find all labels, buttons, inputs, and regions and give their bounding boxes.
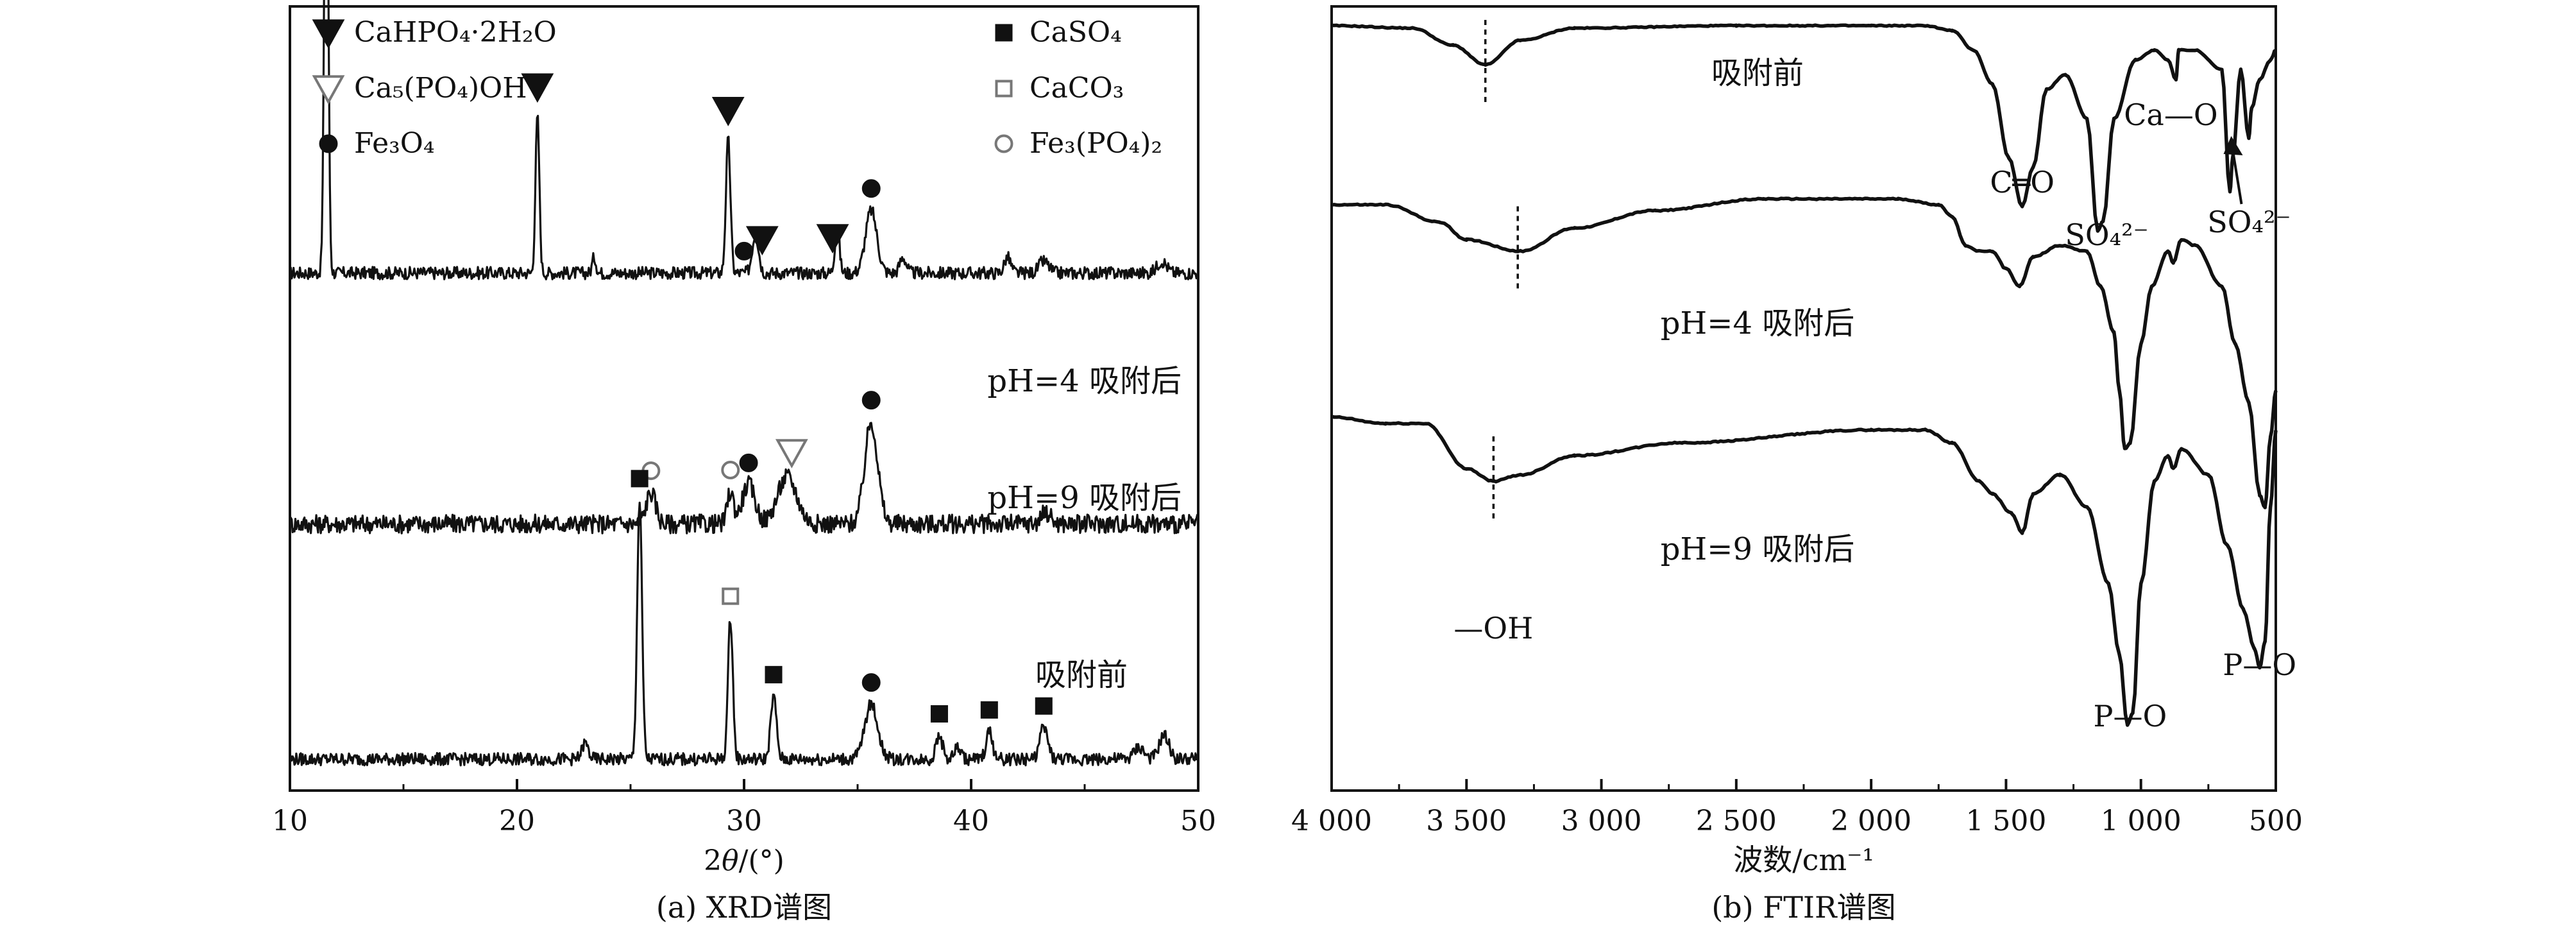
xrd-series-label: pH=9 吸附后	[987, 480, 1182, 516]
ftir-series-line	[1331, 196, 2278, 510]
xrd-peak-marker	[745, 226, 779, 256]
ftir-x-tick-label: 1 500	[1965, 805, 2046, 837]
xrd-peak-marker	[721, 461, 740, 480]
xrd-peak-marker	[861, 391, 881, 410]
xrd-peak-marker	[631, 470, 648, 488]
ftir-series-line	[1331, 23, 2277, 233]
ftir-band-annotation: P—O	[2094, 699, 2167, 733]
xrd-x-tick-label: 40	[953, 805, 989, 837]
ftir-x-tick-label: 2 500	[1696, 805, 1777, 837]
ftir-series-label: pH=4 吸附后	[1661, 305, 1855, 341]
xrd-peak-marker	[711, 97, 745, 126]
ftir-caption: (b) FTIR谱图	[1711, 890, 1895, 925]
ftir-band-annotation: C═O	[1990, 165, 2055, 200]
xrd-legend-label: CaCO₃	[1030, 72, 1124, 105]
xrd-legend-label: CaHPO₄·2H₂O	[354, 16, 557, 49]
xrd-peak-marker	[739, 453, 758, 472]
xrd-legend-marker	[312, 75, 345, 105]
xrd-legend-marker	[995, 24, 1013, 42]
xrd-legend-label: Ca₅(PO₄)OH	[354, 72, 527, 105]
ftir-x-tick-label: 2 000	[1831, 805, 1911, 837]
xrd-legend-marker	[319, 134, 338, 153]
xrd-x-label-prefix: 2	[704, 844, 722, 877]
xrd-x-tick-label: 10	[272, 805, 308, 837]
xrd-peak-marker	[734, 241, 754, 261]
ftir-band-annotation: SO₄²⁻	[2065, 218, 2148, 252]
xrd-x-axis-label: 2θ/(°)	[704, 844, 784, 877]
ftir-band-annotation: —OH	[1453, 611, 1533, 646]
xrd-series-label: 吸附前	[1035, 657, 1128, 693]
ftir-x-tick-label: 3 000	[1561, 805, 1642, 837]
xrd-x-tick-label: 30	[726, 805, 762, 837]
xrd-peak-marker	[521, 73, 554, 103]
ftir-annotation-arrow	[2231, 148, 2243, 205]
xrd-peak-marker	[816, 224, 849, 253]
ftir-annotation-arrowhead	[2223, 136, 2243, 155]
xrd-legend-marker	[995, 80, 1013, 98]
ftir-band-annotation: P—O	[2223, 647, 2296, 682]
ftir-series-label: pH=9 吸附后	[1661, 531, 1855, 567]
xrd-x-tick-label: 50	[1180, 805, 1216, 837]
xrd-legend-label: CaSO₄	[1030, 16, 1122, 49]
ftir-series-line	[1331, 415, 2278, 727]
xrd-series-line	[289, 422, 1199, 535]
xrd-peak-marker	[775, 439, 808, 468]
xrd-x-tick-label: 20	[499, 805, 535, 837]
xrd-peak-marker	[980, 701, 998, 719]
ftir-x-tick-label: 3 500	[1426, 805, 1507, 837]
xrd-caption: (a) XRD谱图	[656, 890, 832, 925]
xrd-peak-marker	[1035, 697, 1053, 715]
xrd-peak-marker	[861, 179, 881, 198]
xrd-x-label-suffix: /(°)	[739, 844, 784, 877]
xrd-legend-label: Fe₃O₄	[354, 127, 435, 160]
ftir-chart: 4 000 3 500 3 000 2 500 2 000 1 500 1 000 500 波数…	[1291, 5, 2303, 925]
xrd-legend-label: Fe₃(PO₄)₂	[1030, 127, 1162, 160]
xrd-series-label: pH=4 吸附后	[987, 363, 1182, 399]
xrd-peak-marker	[722, 587, 740, 605]
xrd-peak-marker	[861, 673, 881, 692]
xrd-legend-marker	[994, 134, 1013, 153]
xrd-legend-marker	[312, 19, 345, 49]
ftir-x-axis-label: 波数/cm⁻¹	[1733, 843, 1874, 877]
xrd-peak-marker	[765, 665, 783, 683]
xrd-peak-marker	[930, 705, 948, 723]
ftir-x-tick-label: 500	[2249, 805, 2303, 837]
ftir-x-tick-label: 1 000	[2101, 805, 2182, 837]
xrd-series-line	[289, 501, 1199, 767]
ftir-band-annotation: SO₄²⁻	[2207, 205, 2291, 239]
xrd-series-line	[289, 0, 1199, 280]
ftir-series-label: 吸附前	[1711, 55, 1804, 91]
ftir-x-tick-label: 4 000	[1291, 805, 1372, 837]
ftir-band-annotation: Ca—O	[2124, 98, 2217, 132]
xrd-x-label-theta: θ	[722, 844, 739, 877]
xrd-chart: 10 20 30 40 50 2θ/(°) (a) XRD谱图 pH=4 吸附后 pH=9 吸附…	[272, 0, 1216, 925]
